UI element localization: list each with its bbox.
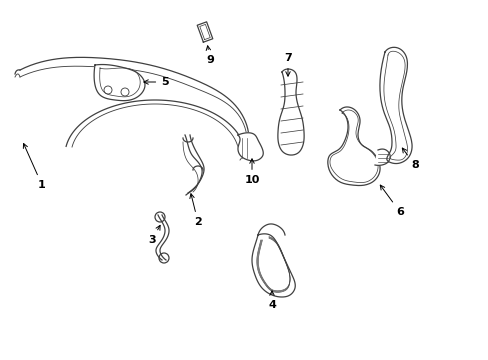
Polygon shape	[327, 107, 379, 185]
Polygon shape	[20, 57, 248, 160]
Polygon shape	[197, 22, 212, 42]
Text: 5: 5	[143, 77, 168, 87]
Text: 4: 4	[267, 291, 275, 310]
Polygon shape	[238, 133, 263, 161]
Text: 9: 9	[205, 46, 214, 65]
Polygon shape	[94, 64, 145, 101]
Text: 3: 3	[148, 225, 160, 245]
Text: 2: 2	[189, 194, 202, 227]
Polygon shape	[251, 234, 295, 297]
Polygon shape	[379, 47, 411, 163]
Text: 10: 10	[244, 159, 259, 185]
Text: 8: 8	[402, 148, 418, 170]
Text: 1: 1	[23, 144, 46, 190]
Text: 7: 7	[284, 53, 291, 76]
Polygon shape	[374, 149, 389, 165]
Polygon shape	[277, 69, 304, 155]
Text: 6: 6	[380, 185, 403, 217]
